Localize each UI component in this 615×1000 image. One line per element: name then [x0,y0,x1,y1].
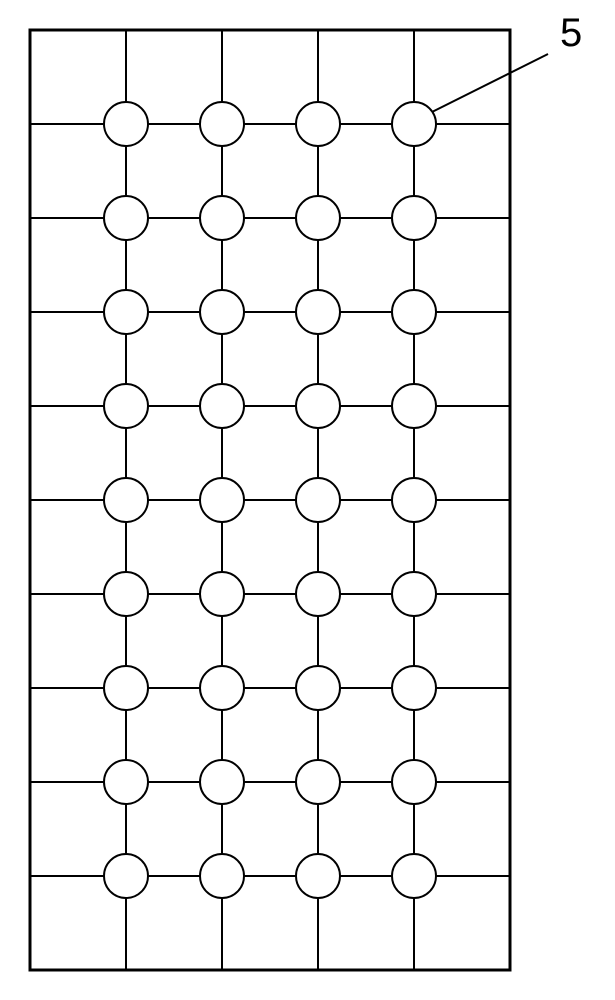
grid-node [200,102,244,146]
grid-node [296,760,340,804]
grid-node [296,102,340,146]
grid-node [104,854,148,898]
diagram-canvas: 5 [0,0,615,1000]
grid-node [200,290,244,334]
grid-node [296,572,340,616]
grid-node [200,760,244,804]
grid-node [200,666,244,710]
grid-node [200,854,244,898]
grid-node [104,760,148,804]
grid-node [200,572,244,616]
grid-node [104,290,148,334]
grid-node [392,760,436,804]
grid-node [200,478,244,522]
diagram-svg [0,0,615,1000]
grid-node [104,102,148,146]
grid-node [200,196,244,240]
grid-node [200,384,244,428]
grid-node [392,478,436,522]
grid-node [296,666,340,710]
grid-node [104,196,148,240]
grid-node [296,196,340,240]
grid-node [392,102,436,146]
grid-node [296,384,340,428]
grid-node [392,572,436,616]
grid-node [104,572,148,616]
grid-node [104,478,148,522]
grid-node [392,666,436,710]
grid-node [296,854,340,898]
grid-node [104,666,148,710]
callout-leader [432,54,548,112]
callout-label: 5 [560,11,582,56]
grid-node [392,290,436,334]
grid-node [296,478,340,522]
grid-node [296,290,340,334]
grid-node [392,196,436,240]
grid-node [104,384,148,428]
grid-node [392,384,436,428]
grid-node [392,854,436,898]
